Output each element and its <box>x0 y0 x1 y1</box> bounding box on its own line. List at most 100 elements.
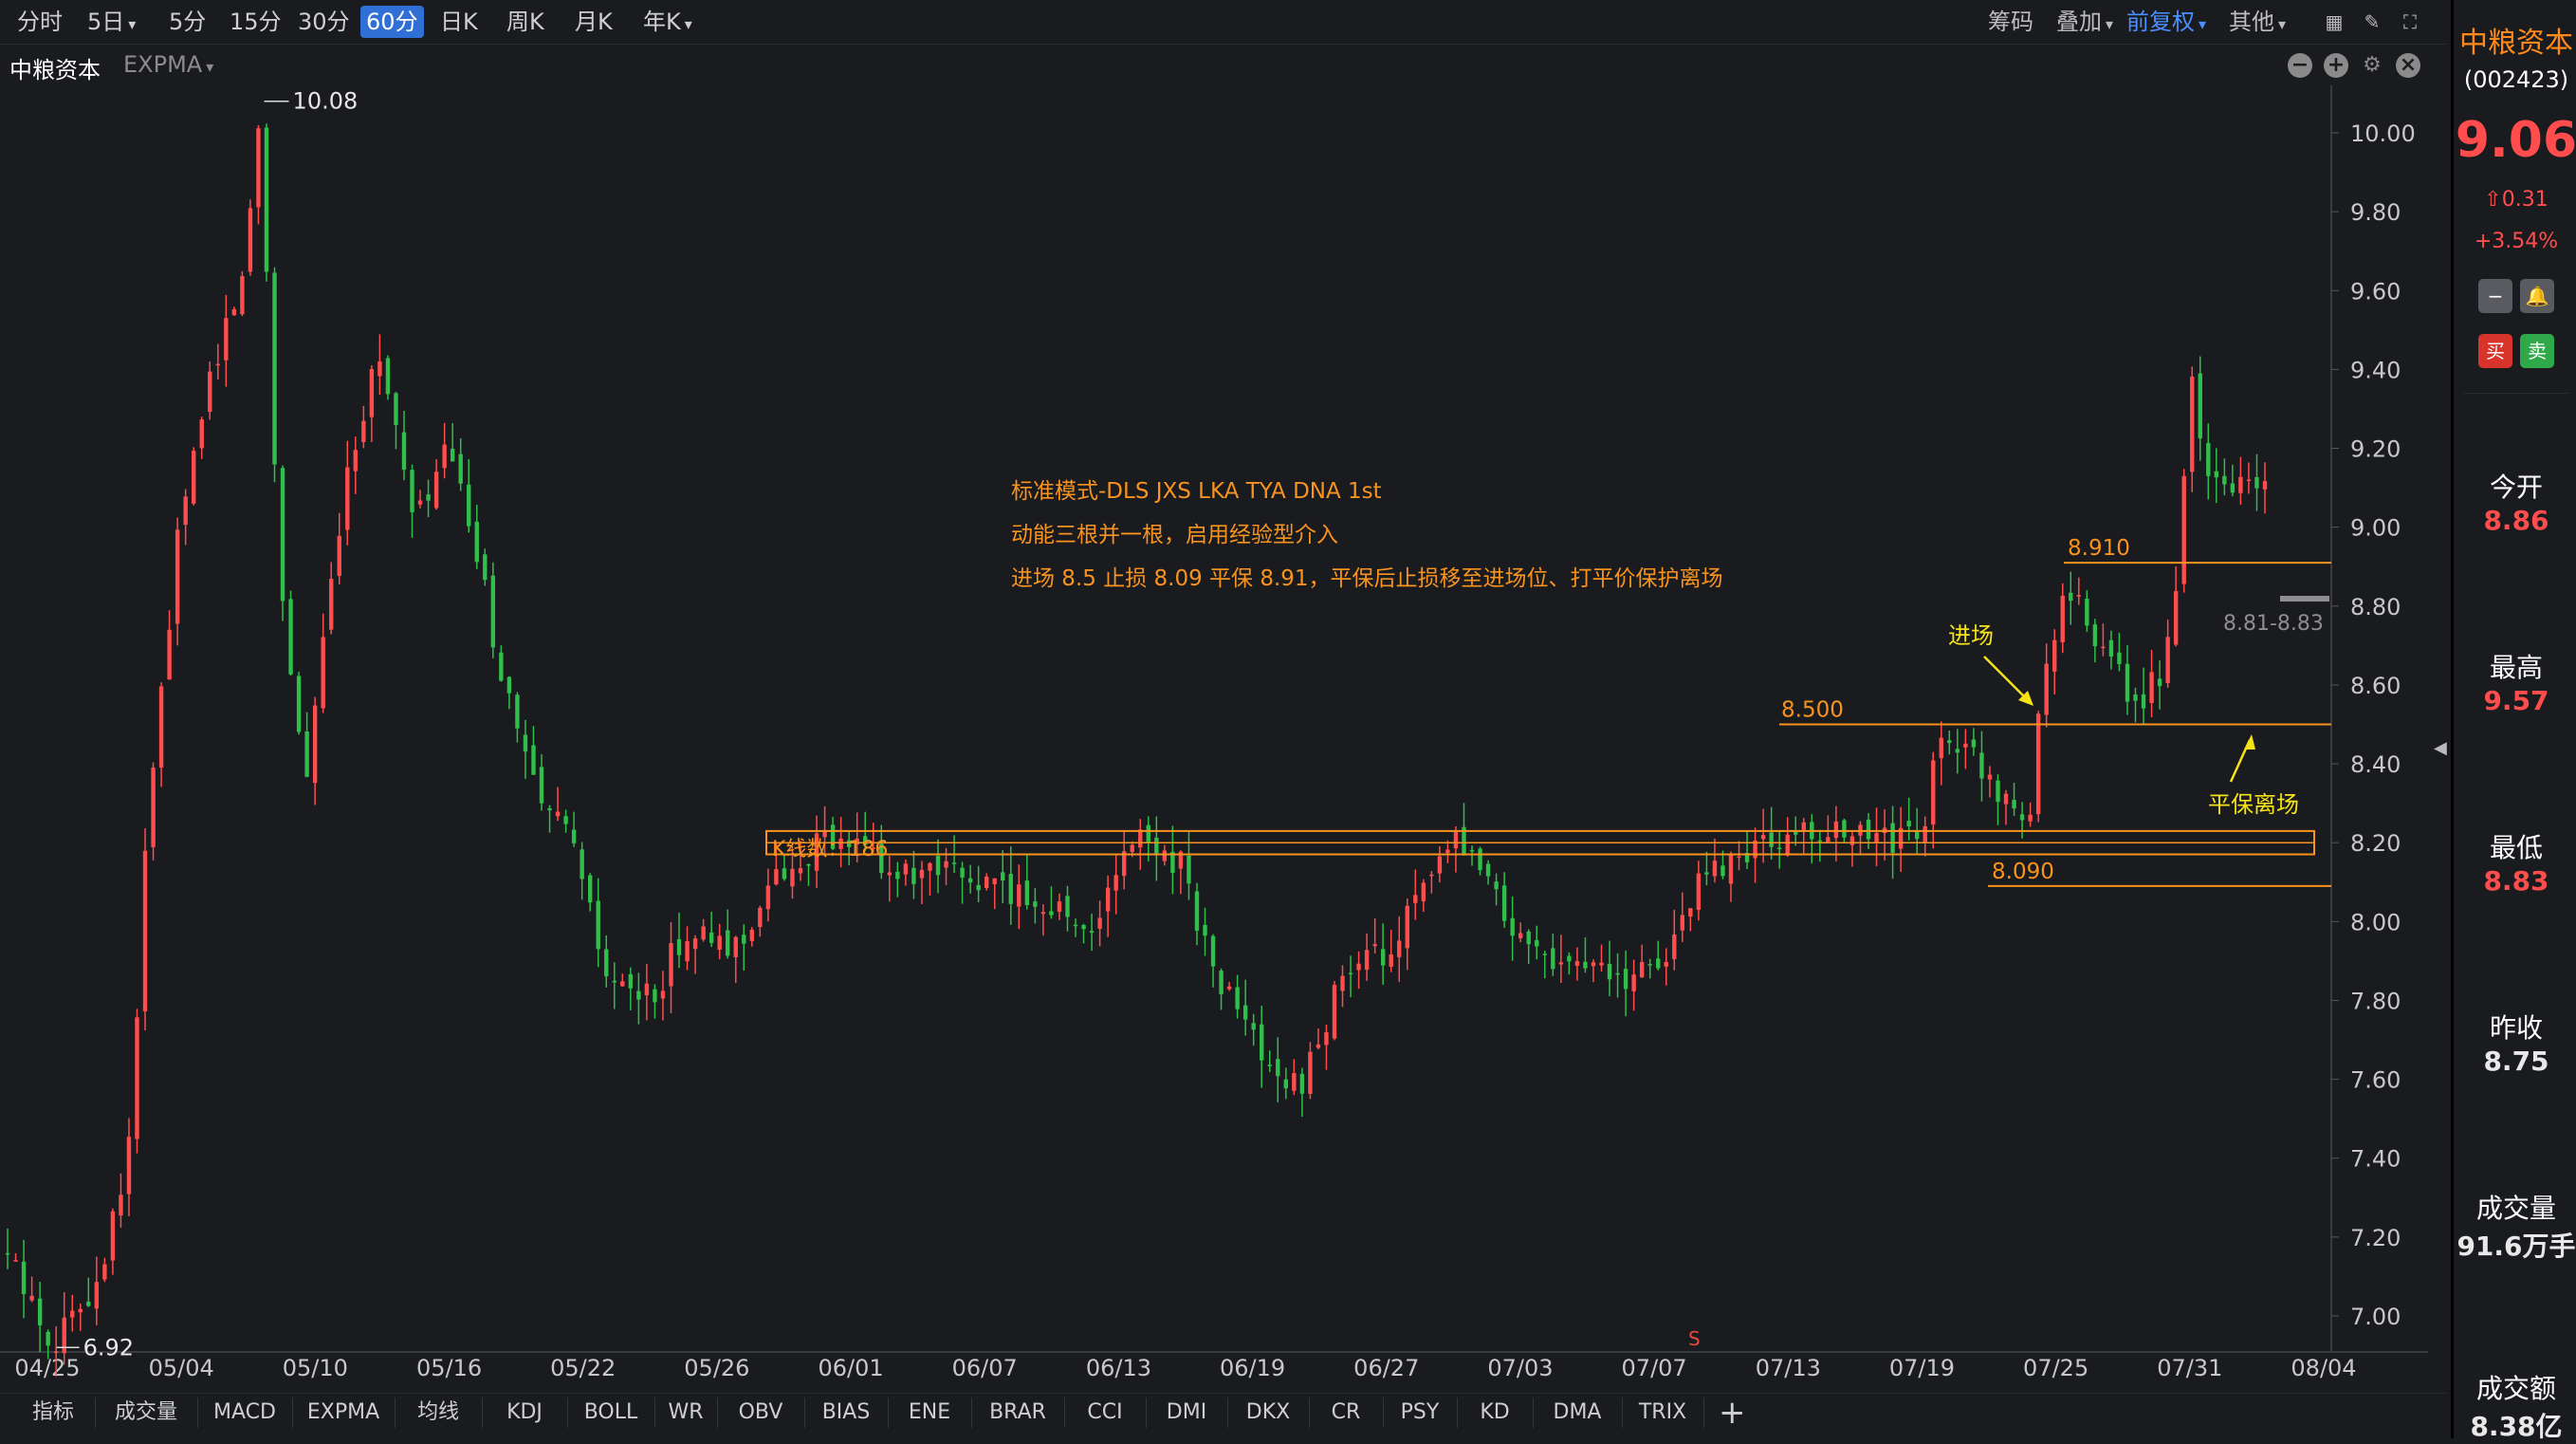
candle-body <box>2117 652 2122 665</box>
tab-dma[interactable]: DMA <box>1533 1398 1623 1428</box>
candle-body <box>1364 950 1370 971</box>
candle-body <box>1987 774 1993 780</box>
tab-dkx[interactable]: DKX <box>1227 1398 1310 1428</box>
candle-body <box>1008 874 1013 904</box>
tab-dmi[interactable]: DMI <box>1146 1398 1228 1428</box>
candle-body <box>1704 872 1709 875</box>
candle-body <box>863 836 868 845</box>
period-60min[interactable]: 60分 <box>360 6 424 38</box>
candle-body <box>70 1310 75 1318</box>
tab-ene[interactable]: ENE <box>888 1398 972 1428</box>
tab-kd[interactable]: KD <box>1457 1398 1534 1428</box>
candle-body <box>94 1282 100 1309</box>
candle-body <box>337 535 341 577</box>
plus-icon[interactable]: + <box>2324 53 2348 78</box>
candle-body <box>1226 986 1232 990</box>
panel-collapse-handle[interactable]: ◀ <box>2430 85 2447 1393</box>
period-month[interactable]: 月K <box>575 9 613 35</box>
tab-psy[interactable]: PSY <box>1383 1398 1458 1428</box>
candle-body <box>329 579 334 630</box>
bell-alert-button[interactable]: 🔔 <box>2520 279 2554 313</box>
x-tick-label: 07/07 <box>1622 1355 1687 1381</box>
tab-boll[interactable]: BOLL <box>567 1398 655 1428</box>
candle-body <box>78 1308 83 1313</box>
candle-body <box>1187 855 1191 884</box>
candle-body <box>903 863 909 875</box>
gear-icon[interactable]: ⚙ <box>2363 53 2382 77</box>
remove-watch-button[interactable]: − <box>2478 279 2512 313</box>
candle-body <box>1235 987 1240 1009</box>
tab-bias[interactable]: BIAS <box>804 1398 889 1428</box>
x-tick-label: 06/01 <box>818 1355 883 1381</box>
period-15min[interactable]: 15分 <box>230 9 282 35</box>
x-tick-label: 07/19 <box>1889 1355 1955 1381</box>
candle-body <box>183 496 188 526</box>
period-year[interactable]: 年K ▾ <box>643 9 692 35</box>
period-fenshi[interactable]: 分时 <box>17 9 63 35</box>
candle-body <box>13 1260 18 1262</box>
other-dropdown[interactable]: 其他 ▾ <box>2229 9 2287 35</box>
indicator-dropdown[interactable]: EXPMA ▾ <box>123 51 214 78</box>
tab-obv[interactable]: OBV <box>717 1398 805 1428</box>
candle-body <box>708 932 714 943</box>
candle-body <box>506 676 512 694</box>
candle-body <box>2035 713 2041 815</box>
candle-body <box>1040 912 1046 915</box>
candle-body <box>1485 863 1491 877</box>
candle-body <box>855 838 859 845</box>
candle-body <box>377 361 382 377</box>
candle-body <box>2044 663 2049 715</box>
tab-cr[interactable]: CR <box>1309 1398 1384 1428</box>
candle-body <box>102 1264 107 1280</box>
candle-body <box>2076 595 2081 597</box>
candle-body <box>1113 875 1118 891</box>
tab-kdj[interactable]: KDJ <box>482 1398 568 1428</box>
candle-body <box>1494 881 1499 890</box>
period-week[interactable]: 周K <box>506 9 544 35</box>
tab-成交量[interactable]: 成交量 <box>95 1398 198 1428</box>
tab-wr[interactable]: WR <box>654 1398 718 1428</box>
add-tab-icon[interactable]: + <box>1719 1394 1746 1432</box>
tab-cci[interactable]: CCI <box>1064 1398 1147 1428</box>
tab-macd[interactable]: MACD <box>197 1398 293 1428</box>
tab-brar[interactable]: BRAR <box>971 1398 1065 1428</box>
x-tick-label: 06/19 <box>1220 1355 1285 1381</box>
sell-button[interactable]: 卖 <box>2520 334 2554 368</box>
kline-chart[interactable]: 10.00 9.80 9.60 9.40 9.20 9.00 8.80 8.60 8.40 8.2… <box>0 85 2447 1399</box>
close-icon[interactable]: × <box>2396 53 2420 78</box>
candle-body <box>1728 853 1734 884</box>
candle-body <box>1154 837 1159 855</box>
overlay-button[interactable]: 叠加 ▾ <box>2056 9 2114 35</box>
fullscreen-icon[interactable]: ⛶ <box>2403 10 2417 33</box>
period-day[interactable]: 日K <box>440 9 478 35</box>
candle-body <box>1372 944 1377 947</box>
y-tick-label: 9.00 <box>2350 515 2401 542</box>
candle-body <box>2085 599 2089 626</box>
tab-trix[interactable]: TRIX <box>1622 1398 1704 1428</box>
stat-value: 8.83 <box>2483 865 2549 897</box>
candle-body <box>2206 442 2211 476</box>
candle-body <box>21 1261 27 1294</box>
x-tick-label: 07/13 <box>1756 1355 1821 1381</box>
chips-button[interactable]: 筹码 <box>1988 9 2033 35</box>
adjust-dropdown[interactable]: 前复权 ▾ <box>2126 9 2207 35</box>
period-30min[interactable]: 30分 <box>298 9 350 35</box>
candle-body <box>1647 964 1652 966</box>
tab-均线[interactable]: 均线 <box>395 1398 483 1428</box>
indicator-tab-bar: 指标 成交量 MACD EXPMA 均线 KDJ BOLL WR OBV BIAS ENE BRAR C… <box>0 1393 2447 1432</box>
draw-pen-icon[interactable]: ✎ <box>2364 10 2381 33</box>
candle-body <box>215 363 220 366</box>
signal-marker: S <box>1688 1327 1701 1350</box>
range-box-label: K线数：186 <box>772 838 888 861</box>
candle-body <box>1469 849 1475 852</box>
period-5day[interactable]: 5日 ▾ <box>87 9 137 35</box>
buy-button[interactable]: 买 <box>2478 334 2512 368</box>
minus-icon[interactable]: − <box>2288 53 2312 78</box>
period-5min[interactable]: 5分 <box>169 9 207 35</box>
candle-body <box>224 318 229 361</box>
grid-layout-icon[interactable]: ▦ <box>2325 10 2344 33</box>
level-label: 8.090 <box>1992 860 2054 884</box>
tab-指标[interactable]: 指标 <box>11 1398 96 1428</box>
candle-body <box>2125 663 2130 702</box>
tab-expma[interactable]: EXPMA <box>292 1398 396 1428</box>
